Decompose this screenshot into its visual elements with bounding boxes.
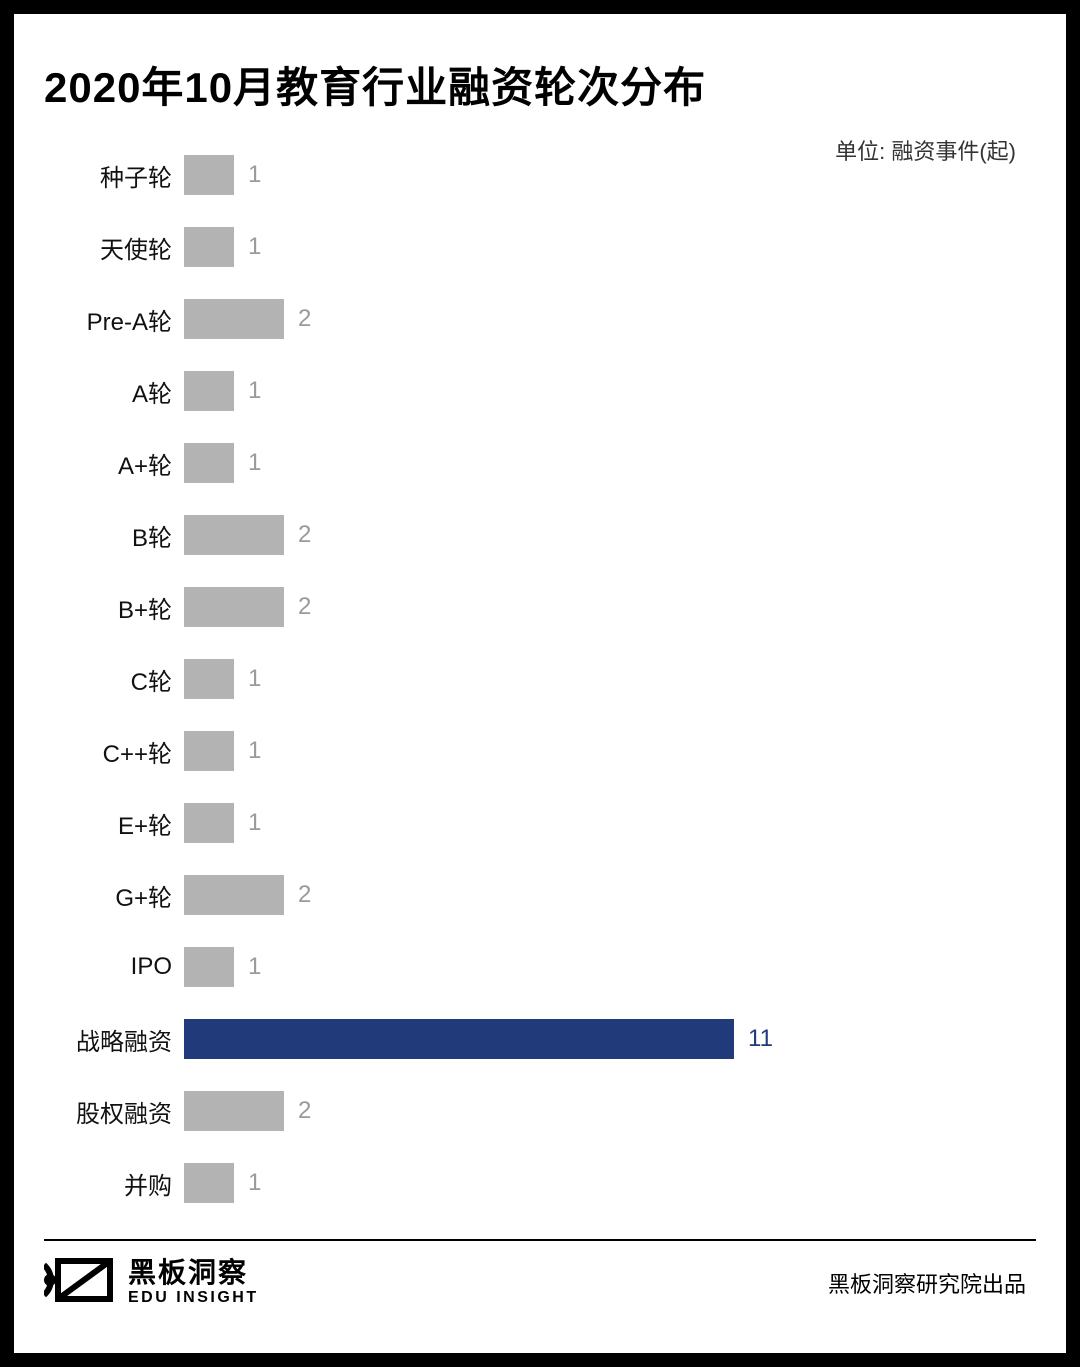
bar bbox=[184, 659, 234, 699]
bar-row: Pre-A轮 2 bbox=[44, 283, 1036, 355]
category-label: Pre-A轮 bbox=[44, 302, 184, 337]
logo-name-cn: 黑板洞察 bbox=[128, 1257, 259, 1289]
logo-name-en: EDU INSIGHT bbox=[128, 1289, 259, 1307]
logo-text: 黑板洞察 EDU INSIGHT bbox=[128, 1257, 259, 1308]
value-label: 1 bbox=[248, 377, 261, 405]
category-label: 并购 bbox=[44, 1166, 184, 1201]
bar-row: E+轮 1 bbox=[44, 787, 1036, 859]
bar-wrap: 1 bbox=[184, 427, 1036, 499]
bar-wrap: 2 bbox=[184, 499, 1036, 571]
category-label: IPO bbox=[44, 953, 184, 981]
value-label: 1 bbox=[248, 161, 261, 189]
category-label: C++轮 bbox=[44, 734, 184, 769]
value-label: 1 bbox=[248, 809, 261, 837]
bar-chart: 种子轮1天使轮1Pre-A轮2A轮1A+轮1B轮2B+轮2C轮1C++轮1E+轮… bbox=[44, 139, 1036, 1219]
category-label: A轮 bbox=[44, 374, 184, 409]
bar-wrap: 2 bbox=[184, 859, 1036, 931]
bar bbox=[184, 299, 284, 339]
bar bbox=[184, 227, 234, 267]
value-label: 2 bbox=[298, 305, 311, 333]
logo-icon bbox=[44, 1255, 114, 1310]
category-label: B轮 bbox=[44, 518, 184, 553]
bar-row: B轮 2 bbox=[44, 499, 1036, 571]
bar bbox=[184, 515, 284, 555]
value-label: 1 bbox=[248, 665, 261, 693]
bar-wrap: 2 bbox=[184, 283, 1036, 355]
credit-text: 黑板洞察研究院出品 bbox=[828, 1267, 1026, 1299]
bar bbox=[184, 947, 234, 987]
bar-wrap: 2 bbox=[184, 1075, 1036, 1147]
category-label: 种子轮 bbox=[44, 158, 184, 193]
chart-title: 2020年10月教育行业融资轮次分布 bbox=[44, 54, 1036, 115]
value-label: 1 bbox=[248, 233, 261, 261]
bar bbox=[184, 587, 284, 627]
bar bbox=[184, 1163, 234, 1203]
bar bbox=[184, 443, 234, 483]
bar-row: 种子轮 1 bbox=[44, 139, 1036, 211]
footer: 黑板洞察 EDU INSIGHT 黑板洞察研究院出品 bbox=[44, 1255, 1036, 1310]
bar-wrap: 1 bbox=[184, 139, 1036, 211]
value-label: 2 bbox=[298, 1097, 311, 1125]
bar-row: 战略融资 11 bbox=[44, 1003, 1036, 1075]
bar-wrap: 1 bbox=[184, 643, 1036, 715]
bar bbox=[184, 875, 284, 915]
category-label: 战略融资 bbox=[44, 1022, 184, 1057]
bar-row: B+轮 2 bbox=[44, 571, 1036, 643]
bar-row: A+轮 1 bbox=[44, 427, 1036, 499]
value-label: 2 bbox=[298, 521, 311, 549]
value-label: 1 bbox=[248, 737, 261, 765]
value-label: 11 bbox=[748, 1025, 773, 1053]
bar-wrap: 1 bbox=[184, 931, 1036, 1003]
bar-row: 股权融资 2 bbox=[44, 1075, 1036, 1147]
value-label: 1 bbox=[248, 953, 261, 981]
bar-wrap: 1 bbox=[184, 1147, 1036, 1219]
bar-row: A轮 1 bbox=[44, 355, 1036, 427]
value-label: 1 bbox=[248, 1169, 261, 1197]
category-label: 股权融资 bbox=[44, 1094, 184, 1129]
logo: 黑板洞察 EDU INSIGHT bbox=[44, 1255, 259, 1310]
value-label: 2 bbox=[298, 593, 311, 621]
bar bbox=[184, 731, 234, 771]
bar bbox=[184, 1091, 284, 1131]
bar bbox=[184, 155, 234, 195]
bar-row: G+轮 2 bbox=[44, 859, 1036, 931]
bar-wrap: 1 bbox=[184, 211, 1036, 283]
category-label: C轮 bbox=[44, 662, 184, 697]
category-label: G+轮 bbox=[44, 878, 184, 913]
bar-wrap: 1 bbox=[184, 787, 1036, 859]
bar-wrap: 1 bbox=[184, 715, 1036, 787]
bar-row: 并购 1 bbox=[44, 1147, 1036, 1219]
bar-wrap: 1 bbox=[184, 355, 1036, 427]
value-label: 1 bbox=[248, 449, 261, 477]
bar-row: C++轮 1 bbox=[44, 715, 1036, 787]
category-label: B+轮 bbox=[44, 590, 184, 625]
value-label: 2 bbox=[298, 881, 311, 909]
chart-card: 2020年10月教育行业融资轮次分布 单位: 融资事件(起) 种子轮1天使轮1P… bbox=[0, 0, 1080, 1367]
category-label: E+轮 bbox=[44, 806, 184, 841]
bar-wrap: 2 bbox=[184, 571, 1036, 643]
bar-wrap: 11 bbox=[184, 1003, 1036, 1075]
category-label: A+轮 bbox=[44, 446, 184, 481]
bar-row: 天使轮 1 bbox=[44, 211, 1036, 283]
bar bbox=[184, 1019, 734, 1059]
bar bbox=[184, 371, 234, 411]
bar-row: C轮 1 bbox=[44, 643, 1036, 715]
category-label: 天使轮 bbox=[44, 230, 184, 265]
bar-row: IPO 1 bbox=[44, 931, 1036, 1003]
bar bbox=[184, 803, 234, 843]
footer-divider bbox=[44, 1239, 1036, 1241]
